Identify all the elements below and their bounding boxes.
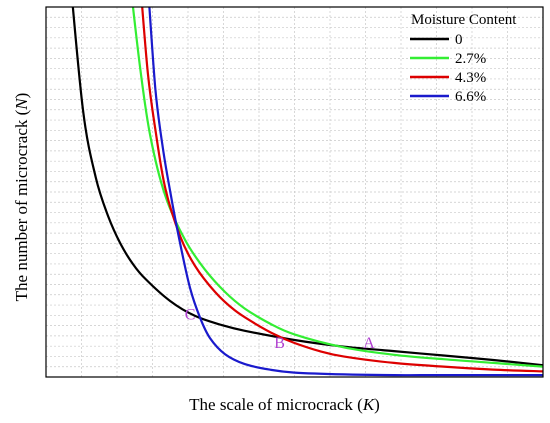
legend: Moisture Content 0 2.7% 4.3% 6.6% [410, 12, 517, 105]
x-axis-title-prefix: The scale of microcrack ( [189, 395, 363, 414]
series-line-1 [131, 7, 543, 368]
grid-lines [46, 7, 543, 377]
legend-label-1: 2.7% [455, 51, 486, 67]
y-axis-title-symbol: N [12, 97, 31, 111]
legend-label-3: 6.6% [455, 89, 486, 105]
x-axis-title-suffix: ) [374, 395, 380, 414]
x-axis-title: The scale of microcrack (K) [189, 395, 380, 414]
x-axis-title-symbol: K [362, 395, 376, 414]
y-axis-title-suffix: ) [12, 93, 31, 99]
annotation-b: B [274, 335, 285, 352]
series-line-0 [71, 7, 543, 367]
series-line-3 [148, 7, 543, 377]
annotations: A B C [185, 307, 375, 352]
legend-title: Moisture Content [411, 12, 517, 28]
legend-label-0: 0 [455, 32, 463, 48]
legend-label-2: 4.3% [455, 70, 486, 86]
annotation-a: A [363, 335, 375, 352]
y-axis-title-prefix: The number of microcrack ( [12, 109, 31, 301]
series-lines [71, 7, 543, 377]
series-line-2 [141, 7, 543, 373]
y-axis-title: The number of microcrack (N) [12, 93, 31, 302]
annotation-c: C [185, 307, 196, 324]
plot-frame [45, 6, 544, 378]
